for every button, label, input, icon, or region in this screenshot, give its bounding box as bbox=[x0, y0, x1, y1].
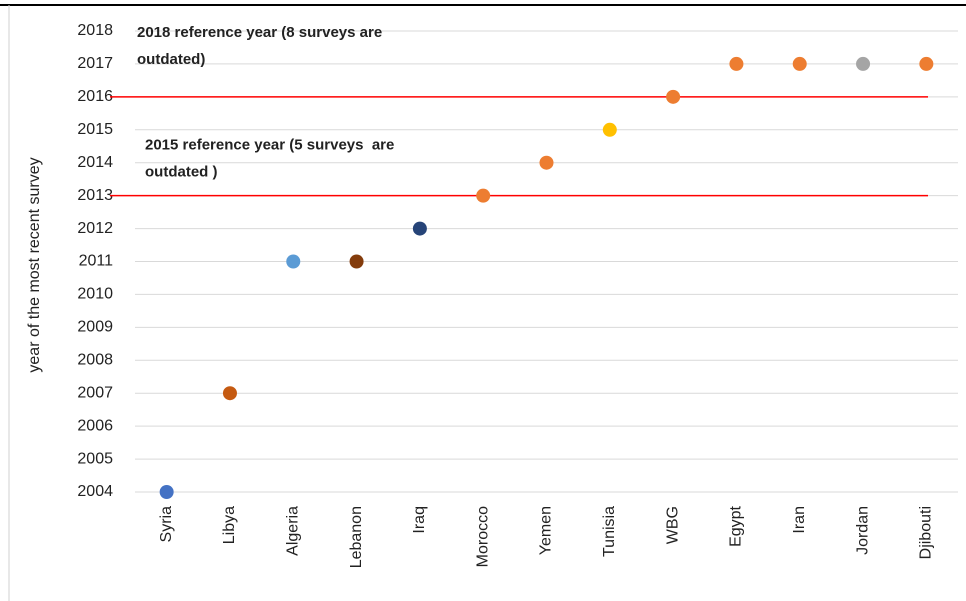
y-axis-label: year of the most recent survey bbox=[26, 157, 43, 372]
dot bbox=[412, 221, 427, 236]
dot bbox=[286, 254, 301, 269]
y-tick-label: 2011 bbox=[79, 253, 114, 270]
x-tick-label: Libya bbox=[221, 506, 238, 544]
reference-note: 2018 reference year (8 surveys are bbox=[137, 24, 382, 41]
y-tick-label: 2004 bbox=[77, 483, 113, 500]
dot bbox=[349, 254, 364, 269]
reference-note: outdated ) bbox=[145, 164, 218, 181]
y-tick-label: 2010 bbox=[77, 286, 113, 303]
y-tick-label: 2016 bbox=[77, 88, 113, 105]
reference-note: 2015 reference year (5 surveys are bbox=[145, 137, 394, 154]
dot bbox=[476, 188, 491, 203]
y-tick-label: 2009 bbox=[77, 319, 113, 336]
x-tick-label: Iraq bbox=[411, 506, 428, 534]
reference-note: outdated) bbox=[137, 51, 205, 68]
x-tick-label: Syria bbox=[158, 506, 175, 543]
y-tick-label: 2008 bbox=[77, 352, 113, 369]
dot bbox=[539, 155, 554, 170]
dot bbox=[666, 89, 681, 104]
y-tick-label: 2015 bbox=[77, 121, 113, 138]
y-tick-label: 2007 bbox=[77, 384, 113, 401]
y-tick-label: 2018 bbox=[77, 22, 113, 39]
y-tick-label: 2012 bbox=[77, 220, 113, 237]
x-tick-label: Egypt bbox=[728, 505, 745, 546]
x-tick-label: Iran bbox=[791, 506, 808, 534]
x-tick-label: Djibouti bbox=[918, 506, 935, 559]
y-tick-label: 2017 bbox=[77, 55, 113, 72]
dot bbox=[729, 56, 744, 71]
x-tick-label: WBG bbox=[664, 506, 681, 544]
dot bbox=[856, 56, 871, 71]
dot bbox=[602, 122, 617, 137]
x-tick-label: Jordan bbox=[854, 506, 871, 555]
y-tick-label: 2014 bbox=[77, 154, 113, 171]
dot bbox=[919, 56, 934, 71]
x-tick-label: Lebanon bbox=[348, 506, 365, 568]
y-tick-label: 2013 bbox=[77, 187, 113, 204]
dot bbox=[159, 485, 174, 499]
y-tick-label: 2006 bbox=[77, 417, 113, 434]
dot bbox=[222, 386, 237, 401]
x-tick-label: Algeria bbox=[284, 506, 301, 556]
x-tick-label: Yemen bbox=[538, 506, 555, 555]
dot bbox=[792, 56, 807, 71]
x-tick-label: Tunisia bbox=[601, 506, 618, 557]
x-tick-label: Morocco bbox=[474, 506, 491, 567]
y-tick-label: 2005 bbox=[77, 450, 113, 467]
